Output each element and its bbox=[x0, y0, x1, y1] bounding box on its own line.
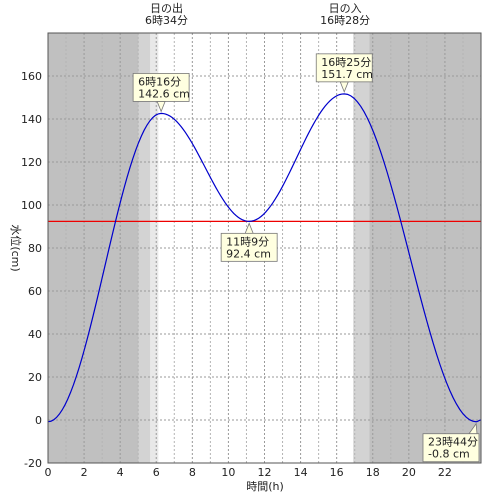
x-tick-label: 8 bbox=[189, 466, 196, 479]
x-tick-label: 6 bbox=[153, 466, 160, 479]
sun-labels: 日の出 6時34分 日の入 16時28分 bbox=[145, 1, 370, 27]
annotation-level: -0.8 cm bbox=[428, 448, 470, 461]
x-tick-label: 22 bbox=[438, 466, 452, 479]
sunrise-title: 日の出 bbox=[150, 1, 183, 15]
annotation-level: 92.4 cm bbox=[226, 247, 271, 260]
y-tick-label: -20 bbox=[24, 457, 42, 470]
x-axis-title: 時間(h) bbox=[246, 480, 284, 493]
annotation-level: 142.6 cm bbox=[138, 87, 190, 100]
y-tick-label: 120 bbox=[21, 156, 42, 169]
y-tick-label: 0 bbox=[35, 414, 42, 427]
sunset-time: 16時28分 bbox=[320, 14, 370, 27]
sunrise-time: 6時34分 bbox=[145, 14, 188, 27]
x-tick-label: 0 bbox=[45, 466, 52, 479]
x-tick-label: 10 bbox=[221, 466, 235, 479]
y-tick-label: 60 bbox=[28, 285, 42, 298]
y-tick-label: 40 bbox=[28, 328, 42, 341]
y-axis-title: 水位(cm) bbox=[9, 224, 23, 271]
annotation-level: 151.7 cm bbox=[321, 68, 373, 81]
y-tick-label: 160 bbox=[21, 70, 42, 83]
y-tick-label: 20 bbox=[28, 371, 42, 384]
x-tick-label: 4 bbox=[117, 466, 124, 479]
x-tick-label: 20 bbox=[402, 466, 416, 479]
x-tick-label: 12 bbox=[258, 466, 272, 479]
x-tick-label: 2 bbox=[81, 466, 88, 479]
x-tick-label: 18 bbox=[366, 466, 380, 479]
y-tick-label: 140 bbox=[21, 113, 42, 126]
y-tick-label: 80 bbox=[28, 242, 42, 255]
x-tick-label: 14 bbox=[294, 466, 308, 479]
x-tick-label: 16 bbox=[330, 466, 344, 479]
x-axis-ticks: 0 2 4 6 8 10 12 14 16 18 20 22 bbox=[45, 466, 452, 479]
y-tick-label: 100 bbox=[21, 199, 42, 212]
y-axis-ticks: -20 0 20 40 60 80 100 120 140 160 bbox=[21, 70, 42, 470]
